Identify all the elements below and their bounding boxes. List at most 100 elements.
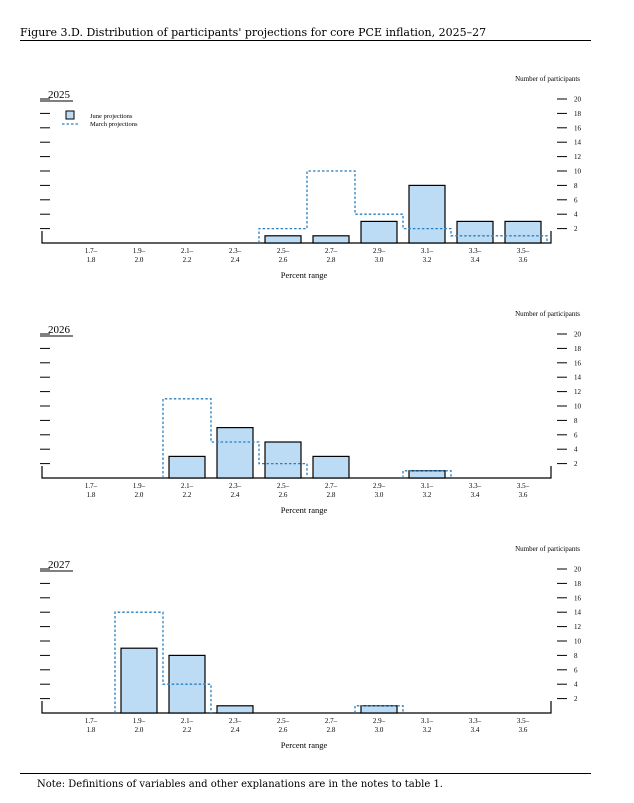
x-tick-label: 1.8 — [87, 726, 96, 734]
y-tick-label: 12 — [574, 388, 582, 396]
bar-june-projections — [312, 235, 350, 244]
y-tick-label: 6 — [574, 196, 578, 204]
y-tick-label: 10 — [574, 403, 582, 411]
legend-swatch-june — [65, 110, 75, 120]
x-tick-label: 3.3– — [469, 717, 482, 725]
title-rule — [20, 40, 591, 41]
bar-june-projections — [264, 441, 302, 479]
bar-june-projections — [264, 235, 302, 244]
x-tick-label: 3.6 — [519, 491, 528, 499]
bar-june-projections — [360, 705, 398, 714]
y-tick-label: 2 — [574, 695, 578, 703]
y-tick-label: 14 — [574, 609, 582, 617]
x-tick-label: 3.1– — [421, 717, 434, 725]
x-tick-label: 2.2 — [183, 726, 192, 734]
note-label: Note: — [37, 779, 66, 790]
chart-panel-2025: Number of participants 2025 2 4 6 8 10 12 14 16 18… — [40, 75, 582, 280]
x-tick-label: 3.0 — [375, 491, 384, 499]
x-tick-label: 3.4 — [471, 726, 480, 734]
y-tick-label: 2 — [574, 225, 578, 233]
x-tick-label: 3.4 — [471, 256, 480, 264]
x-axis-title: Percent range — [281, 740, 328, 750]
x-tick-label: 2.5– — [277, 247, 290, 255]
series-march-projections — [114, 611, 404, 713]
y-tick-label: 12 — [574, 623, 582, 631]
x-tick-label: 2.9– — [373, 717, 386, 725]
x-tick-label: 3.2 — [423, 726, 432, 734]
x-tick-label: 2.6 — [279, 256, 288, 264]
chart-panel-2027: Number of participants 2027 2 4 6 8 10 12 14 16 18… — [40, 545, 582, 750]
x-tick-label: 2.0 — [135, 726, 144, 734]
y-tick-label: 20 — [574, 331, 582, 339]
x-tick-label: 3.5– — [517, 717, 530, 725]
x-tick-label: 2.8 — [327, 491, 336, 499]
x-tick-label: 2.6 — [279, 491, 288, 499]
bar-june-projections — [168, 455, 206, 479]
y-tick-label: 12 — [574, 153, 582, 161]
bar-june-projections — [456, 220, 494, 244]
x-tick-label: 1.9– — [133, 482, 146, 490]
y-tick-label: 16 — [574, 594, 582, 602]
y-axis-title: Number of participants — [515, 75, 580, 83]
x-tick-label: 3.5– — [517, 482, 530, 490]
x-tick-label: 2.8 — [327, 256, 336, 264]
x-tick-label: 1.7– — [85, 482, 98, 490]
x-tick-label: 2.9– — [373, 247, 386, 255]
y-tick-label: 16 — [574, 359, 582, 367]
y-tick-label: 2 — [574, 460, 578, 468]
bar-june-projections — [504, 220, 542, 244]
y-tick-label: 8 — [574, 182, 578, 190]
bar-june-projections — [408, 470, 446, 479]
x-tick-label: 3.5– — [517, 247, 530, 255]
x-axis-title: Percent range — [281, 505, 328, 515]
y-tick-label: 20 — [574, 566, 582, 574]
x-tick-label: 2.6 — [279, 726, 288, 734]
x-tick-label: 2.1– — [181, 482, 194, 490]
x-tick-label: 1.9– — [133, 247, 146, 255]
y-axis-title: Number of participants — [515, 545, 580, 553]
y-tick-label: 16 — [574, 124, 582, 132]
series-march-projections — [258, 170, 548, 243]
panel-label: 2027 — [48, 559, 71, 571]
x-tick-label: 2.4 — [231, 256, 240, 264]
x-tick-label: 3.1– — [421, 247, 434, 255]
x-axis-baseline — [41, 701, 552, 714]
x-tick-label: 2.0 — [135, 256, 144, 264]
note-text: Definitions of variables and other expla… — [68, 779, 443, 790]
x-tick-label: 1.7– — [85, 717, 98, 725]
y-tick-label: 6 — [574, 666, 578, 674]
x-tick-label: 2.8 — [327, 726, 336, 734]
x-tick-label: 2.1– — [181, 247, 194, 255]
bar-june-projections — [216, 705, 254, 714]
y-tick-label: 18 — [574, 580, 582, 588]
x-tick-label: 2.4 — [231, 726, 240, 734]
panel-label: 2026 — [48, 324, 71, 336]
y-tick-label: 4 — [574, 211, 578, 219]
y-axis-title: Number of participants — [515, 310, 580, 318]
bar-june-projections — [408, 184, 446, 244]
x-tick-label: 2.7– — [325, 482, 338, 490]
y-tick-label: 18 — [574, 110, 582, 118]
x-tick-label: 2.5– — [277, 717, 290, 725]
y-tick-label: 10 — [574, 168, 582, 176]
x-tick-label: 2.3– — [229, 717, 242, 725]
x-tick-label: 3.4 — [471, 491, 480, 499]
bar-june-projections — [120, 647, 158, 714]
y-tick-label: 18 — [574, 345, 582, 353]
bottom-rule — [20, 773, 591, 774]
x-tick-label: 2.3– — [229, 247, 242, 255]
x-tick-label: 3.0 — [375, 726, 384, 734]
bar-june-projections — [360, 220, 398, 244]
x-tick-label: 3.0 — [375, 256, 384, 264]
y-tick-label: 14 — [574, 374, 582, 382]
x-tick-label: 1.7– — [85, 247, 98, 255]
x-tick-label: 2.9– — [373, 482, 386, 490]
y-tick-label: 14 — [574, 139, 582, 147]
series-march-projections — [162, 398, 452, 478]
note: Note: Definitions of variables and other… — [37, 779, 443, 790]
x-tick-label: 2.7– — [325, 717, 338, 725]
chart-panel-2026: Number of participants 2026 2 4 6 8 10 12 14 16 18… — [40, 310, 582, 515]
y-tick-label: 8 — [574, 652, 578, 660]
x-tick-label: 2.7– — [325, 247, 338, 255]
legend-label-march: March projections — [90, 121, 138, 128]
